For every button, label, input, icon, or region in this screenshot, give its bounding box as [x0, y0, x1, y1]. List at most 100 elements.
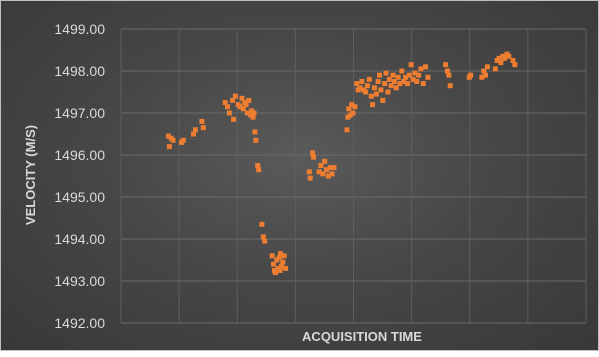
data-point	[344, 127, 350, 133]
y-tick-label: 1496.00	[54, 147, 105, 163]
data-point	[506, 53, 512, 59]
data-point	[271, 261, 277, 267]
data-point	[408, 62, 414, 68]
data-point	[324, 167, 330, 173]
data-point	[370, 102, 376, 108]
data-point	[231, 116, 237, 122]
data-point	[306, 169, 312, 175]
data-point	[310, 150, 316, 156]
data-point	[281, 253, 287, 259]
data-point	[502, 55, 508, 61]
data-point	[483, 72, 489, 78]
data-point	[200, 125, 206, 131]
data-point	[371, 85, 377, 91]
data-point	[479, 74, 485, 80]
data-point	[252, 129, 258, 135]
data-point	[378, 87, 384, 93]
data-point	[259, 221, 265, 227]
y-tick-label: 1492.00	[54, 315, 105, 331]
data-point	[401, 79, 407, 84]
data-point	[277, 268, 283, 273]
data-point	[446, 72, 452, 78]
data-point	[359, 79, 365, 84]
data-point	[246, 97, 252, 103]
data-point	[272, 270, 278, 276]
data-point	[366, 76, 372, 82]
data-point	[269, 253, 275, 259]
data-point	[425, 74, 431, 80]
data-point	[192, 127, 198, 133]
data-point	[382, 81, 388, 87]
data-point	[318, 163, 324, 168]
data-point	[311, 154, 317, 160]
data-point	[276, 255, 282, 261]
data-point	[244, 110, 250, 116]
data-point	[388, 83, 394, 89]
x-axis-title: ACQUISITION TIME	[302, 329, 422, 344]
data-point	[386, 76, 392, 82]
data-point	[373, 91, 379, 97]
data-point	[498, 60, 504, 66]
data-point	[230, 97, 236, 103]
data-point	[481, 68, 487, 74]
data-point	[243, 102, 249, 108]
y-tick-label: 1494.00	[54, 231, 105, 247]
data-point	[364, 83, 370, 89]
data-point	[278, 263, 284, 269]
data-point	[255, 163, 261, 168]
data-point	[354, 81, 360, 87]
data-point	[307, 175, 313, 181]
data-point	[165, 133, 171, 139]
data-point	[260, 234, 266, 240]
data-point	[368, 93, 374, 99]
data-point	[350, 110, 356, 116]
data-point	[331, 165, 337, 171]
data-point	[410, 76, 416, 82]
y-tick-label: 1499.00	[54, 21, 105, 37]
data-point	[327, 165, 333, 171]
data-point	[237, 104, 243, 110]
data-point	[357, 85, 363, 91]
data-point	[406, 72, 412, 78]
data-point	[496, 55, 502, 61]
data-point	[403, 74, 409, 80]
data-point	[492, 66, 498, 72]
data-point	[420, 81, 426, 87]
data-point	[404, 81, 410, 87]
gridlines	[120, 28, 587, 324]
data-point	[399, 68, 405, 74]
data-point	[280, 259, 286, 265]
data-point	[320, 171, 326, 177]
data-point	[253, 137, 259, 143]
data-point	[484, 64, 490, 70]
y-tick-label: 1495.00	[54, 189, 105, 205]
data-point	[416, 72, 422, 78]
data-points	[165, 51, 518, 276]
y-axis-title: VELOCITY (M/S)	[23, 125, 38, 225]
data-point	[239, 95, 245, 101]
data-point	[412, 70, 418, 76]
data-point	[423, 64, 429, 70]
data-point	[180, 137, 186, 143]
y-tick-label: 1498.00	[54, 63, 105, 79]
y-tick-label: 1493.00	[54, 273, 105, 289]
data-point	[199, 118, 205, 124]
y-axis-tick-labels: 1492.00 1493.00 1494.00 1495.00 1496.00 1497.…	[54, 21, 105, 331]
data-point	[277, 251, 283, 257]
data-point	[283, 265, 289, 271]
data-point	[226, 110, 232, 116]
y-tick-label: 1497.00	[54, 105, 105, 121]
data-point	[329, 171, 335, 177]
data-point	[468, 72, 474, 78]
data-point	[443, 62, 449, 68]
data-point	[418, 66, 424, 72]
data-point	[377, 72, 383, 78]
data-point	[346, 106, 352, 112]
data-point	[444, 68, 450, 74]
data-point	[390, 72, 396, 78]
data-point	[395, 74, 401, 80]
data-point	[170, 137, 176, 143]
data-point	[375, 79, 381, 84]
data-point	[385, 89, 391, 95]
